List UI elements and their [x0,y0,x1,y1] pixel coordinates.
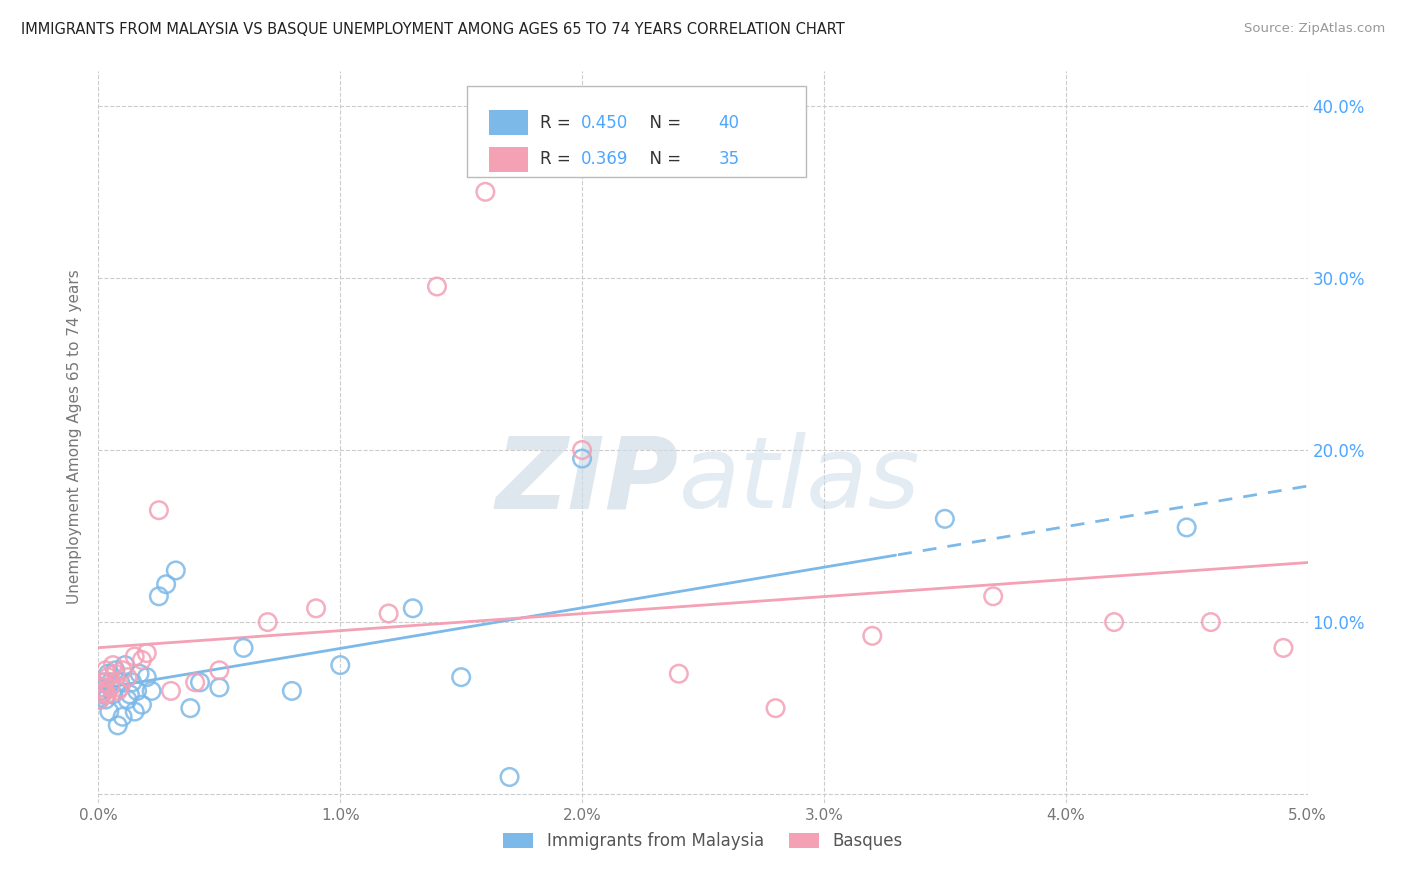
Point [91,681,114,695]
Point [131,698,153,712]
Legend: Immigrants from Malaysia, Basques: Immigrants from Malaysia, Basques [496,825,910,856]
Point [89,692,111,706]
Point [1175,520,1198,534]
Text: 0.369: 0.369 [581,150,628,168]
Point [474,185,496,199]
Point [155,577,177,591]
Point [148,503,170,517]
Point [101,687,124,701]
Point [107,718,129,732]
Text: R =: R = [540,150,576,168]
Point [104,666,127,681]
Point [135,646,157,660]
Point [97,666,120,681]
Point [91,687,114,701]
Text: ZIP: ZIP [496,433,679,530]
Text: R =: R = [540,113,576,131]
Point [141,684,163,698]
Point [450,670,472,684]
Point [94,692,117,706]
Point [128,666,150,681]
Point [117,692,139,706]
Point [402,601,425,615]
Point [305,601,328,615]
Point [101,658,124,673]
Point [96,687,118,701]
Point [98,705,121,719]
FancyBboxPatch shape [489,146,527,171]
Point [184,675,207,690]
Point [107,684,129,698]
Point [93,675,115,690]
Point [91,687,114,701]
Point [124,649,146,664]
Point [571,451,593,466]
Point [111,663,134,677]
Point [127,684,149,698]
Point [100,681,122,695]
Point [97,670,120,684]
Text: IMMIGRANTS FROM MALAYSIA VS BASQUE UNEMPLOYMENT AMONG AGES 65 TO 74 YEARS CORREL: IMMIGRANTS FROM MALAYSIA VS BASQUE UNEMP… [21,22,845,37]
Point [208,663,231,677]
Point [124,705,146,719]
Point [96,687,118,701]
Point [934,512,956,526]
Point [377,607,399,621]
Point [571,442,593,457]
Point [208,681,231,695]
Point [100,675,122,690]
Point [165,564,187,578]
Point [94,663,117,677]
Text: Source: ZipAtlas.com: Source: ZipAtlas.com [1244,22,1385,36]
Point [668,666,690,681]
Point [188,675,211,690]
FancyBboxPatch shape [489,110,527,135]
Point [89,692,111,706]
Point [114,658,136,673]
Text: 40: 40 [718,113,740,131]
Text: 0.450: 0.450 [581,113,628,131]
Point [281,684,304,698]
Point [329,658,352,673]
Point [981,589,1004,603]
Point [179,701,201,715]
Point [111,710,134,724]
Point [860,629,883,643]
Text: N =: N = [638,113,686,131]
Point [426,279,449,293]
Text: 35: 35 [718,150,740,168]
Point [121,675,143,690]
Text: N =: N = [638,150,686,168]
Point [91,675,114,690]
Point [90,684,112,698]
Point [256,615,278,629]
Point [148,589,170,603]
Point [90,681,112,695]
Point [131,653,153,667]
Point [118,687,141,701]
Point [117,670,139,684]
Point [160,684,183,698]
Point [135,670,157,684]
Point [93,684,115,698]
Point [765,701,787,715]
Point [1272,640,1295,655]
Point [108,675,131,690]
Y-axis label: Unemployment Among Ages 65 to 74 years: Unemployment Among Ages 65 to 74 years [67,269,83,605]
Point [1102,615,1125,629]
Point [498,770,520,784]
Point [1199,615,1222,629]
FancyBboxPatch shape [467,86,806,178]
Point [232,640,254,655]
Text: atlas: atlas [679,433,921,530]
Point [104,663,127,677]
Point [108,681,131,695]
